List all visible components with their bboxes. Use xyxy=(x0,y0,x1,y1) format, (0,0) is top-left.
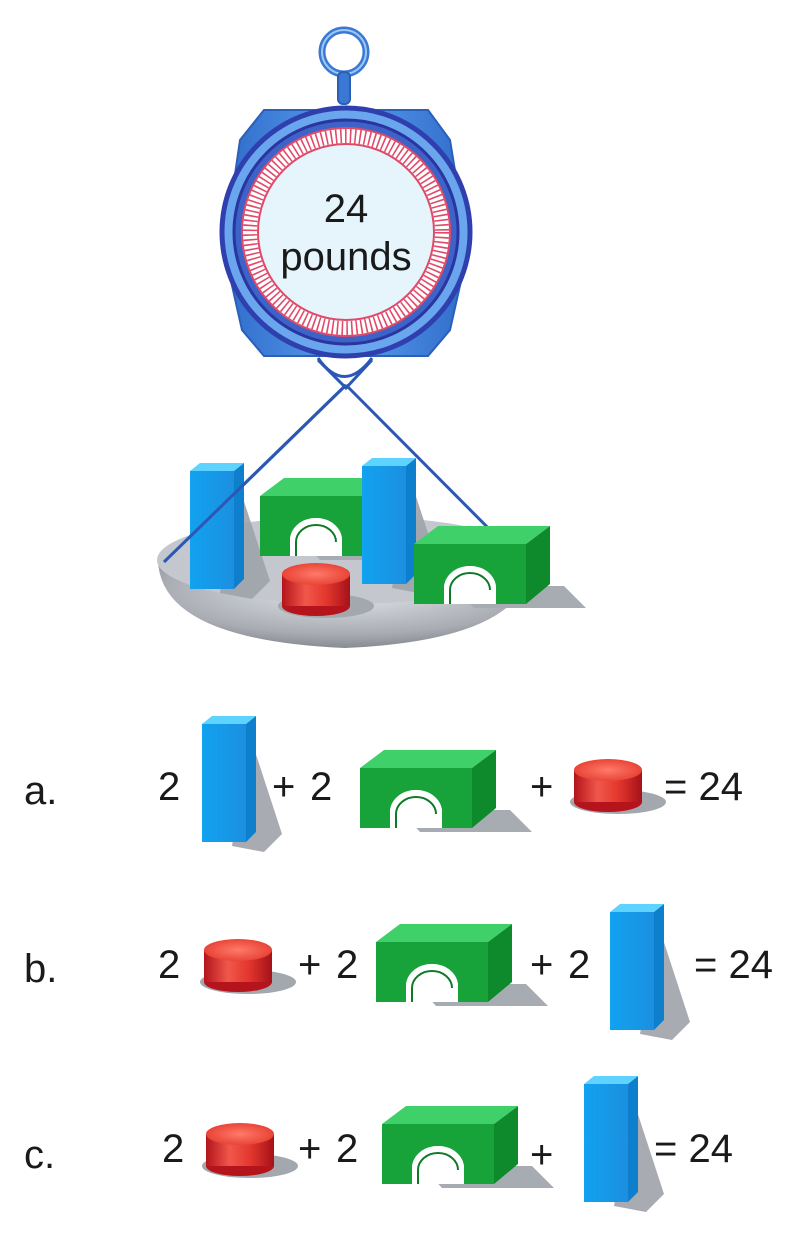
coefficient: 2 xyxy=(162,1127,184,1171)
dial-tick-marks xyxy=(243,129,449,335)
coefficient: 2 xyxy=(336,1127,358,1171)
blue-prism-block xyxy=(584,1076,664,1212)
plus-sign: + xyxy=(530,1133,553,1177)
red-cylinder-block xyxy=(570,759,666,814)
plus-sign: + xyxy=(298,943,321,987)
scale-reading-unit: pounds xyxy=(280,235,411,279)
option-letter: c. xyxy=(24,1133,55,1177)
equals-total: = 24 xyxy=(694,943,773,987)
coefficient: 2 xyxy=(568,943,590,987)
coefficient: 2 xyxy=(310,765,332,809)
plus-sign: + xyxy=(298,1127,321,1171)
coefficient: 2 xyxy=(158,943,180,987)
green-arch-block xyxy=(375,923,549,1007)
option-a[interactable]: a. 2 + 2 + = 24 xyxy=(24,716,743,852)
scale-reading-value: 24 xyxy=(324,187,369,231)
option-b[interactable]: b. 2 + 2 + 2 = 24 xyxy=(24,904,773,1040)
green-arch-block xyxy=(359,749,533,833)
blue-prism-block xyxy=(610,904,690,1040)
hanging-scale: 24 pounds xyxy=(157,26,587,648)
plus-sign: + xyxy=(272,765,295,809)
option-c[interactable]: c. 2 + 2 + = 24 xyxy=(24,1076,733,1212)
green-arch-block xyxy=(381,1105,555,1189)
red-cylinder-block xyxy=(202,1123,298,1178)
blue-prism-block xyxy=(202,716,282,852)
coefficient: 2 xyxy=(158,765,180,809)
equals-total: = 24 xyxy=(654,1127,733,1171)
scale-dial: 24 pounds xyxy=(219,105,473,359)
green-arch-block xyxy=(413,525,587,609)
option-letter: b. xyxy=(24,947,57,991)
plus-sign: + xyxy=(530,943,553,987)
equals-total: = 24 xyxy=(664,765,743,809)
option-letter: a. xyxy=(24,769,57,813)
red-cylinder-block xyxy=(200,939,296,994)
plus-sign: + xyxy=(530,765,553,809)
coefficient: 2 xyxy=(336,943,358,987)
